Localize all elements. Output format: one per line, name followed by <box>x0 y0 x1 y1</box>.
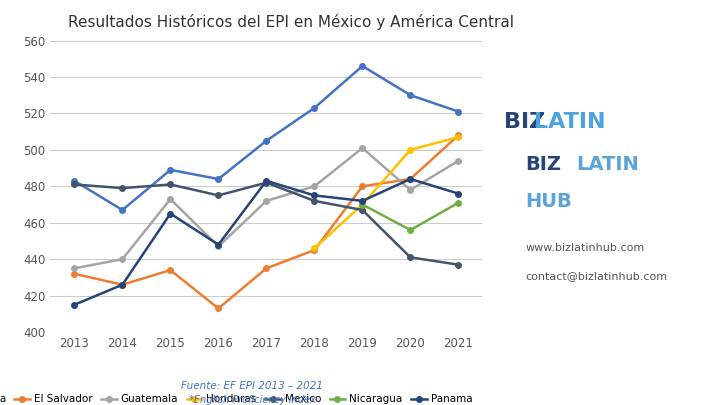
Nicaragua <box>454 200 463 205</box>
Costa Rica <box>118 208 127 213</box>
Panama <box>310 193 319 198</box>
Panama <box>70 303 78 307</box>
Text: *English Proficiency Index: *English Proficiency Index <box>189 395 315 405</box>
Honduras <box>310 246 319 251</box>
Line: El Salvador: El Salvador <box>71 132 462 311</box>
El Salvador <box>454 133 463 138</box>
Legend: Costa Rica, El Salvador, Guatemala, Honduras, Mexico, Nicaragua, Panama: Costa Rica, El Salvador, Guatemala, Hond… <box>0 390 477 405</box>
Panama <box>406 177 415 181</box>
Line: Costa Rica: Costa Rica <box>71 63 462 213</box>
Panama <box>166 211 175 216</box>
Costa Rica <box>454 109 463 114</box>
Line: Nicaragua: Nicaragua <box>359 200 462 233</box>
Mexico <box>406 255 415 260</box>
Mexico <box>118 186 127 191</box>
Text: LATIN: LATIN <box>534 112 606 132</box>
Line: Mexico: Mexico <box>71 180 462 267</box>
El Salvador <box>310 247 319 253</box>
Honduras <box>358 202 366 207</box>
Line: Guatemala: Guatemala <box>71 145 462 271</box>
El Salvador <box>214 306 222 311</box>
Guatemala <box>262 198 271 203</box>
Mexico <box>454 262 463 267</box>
Text: HUB: HUB <box>526 192 572 211</box>
Mexico <box>214 193 222 198</box>
Costa Rica <box>262 139 271 143</box>
Text: www.bizlatinhub.com: www.bizlatinhub.com <box>526 243 645 253</box>
Costa Rica <box>310 106 319 111</box>
Text: BIZ: BIZ <box>526 155 562 174</box>
Honduras <box>406 147 415 152</box>
El Salvador <box>70 271 78 276</box>
Guatemala <box>406 188 415 192</box>
El Salvador <box>406 177 415 181</box>
Guatemala <box>358 146 366 151</box>
Panama <box>358 198 366 203</box>
Line: Honduras: Honduras <box>312 134 462 251</box>
El Salvador <box>358 184 366 189</box>
Guatemala <box>214 244 222 249</box>
Nicaragua <box>406 228 415 232</box>
Costa Rica <box>358 64 366 68</box>
El Salvador <box>166 268 175 273</box>
Costa Rica <box>166 168 175 173</box>
Line: Panama: Panama <box>71 176 462 307</box>
Guatemala <box>310 184 319 189</box>
Mexico <box>310 198 319 203</box>
Costa Rica <box>406 93 415 98</box>
Text: contact@bizlatinhub.com: contact@bizlatinhub.com <box>526 271 667 281</box>
Panama <box>262 178 271 183</box>
Panama <box>214 242 222 247</box>
Costa Rica <box>214 177 222 181</box>
Mexico <box>166 182 175 187</box>
Costa Rica <box>70 178 78 183</box>
Guatemala <box>118 257 127 262</box>
Honduras <box>454 134 463 139</box>
Mexico <box>358 208 366 213</box>
Panama <box>118 282 127 287</box>
Mexico <box>262 180 271 185</box>
Text: Resultados Históricos del EPI en México y América Central: Resultados Históricos del EPI en México … <box>68 14 513 30</box>
Guatemala <box>70 266 78 271</box>
Guatemala <box>454 158 463 163</box>
Text: BIZ: BIZ <box>504 112 545 132</box>
Text: LATIN: LATIN <box>576 155 639 174</box>
El Salvador <box>262 266 271 271</box>
Mexico <box>70 182 78 187</box>
Guatemala <box>166 197 175 202</box>
El Salvador <box>118 282 127 287</box>
Text: Fuente: EF EPI 2013 – 2021: Fuente: EF EPI 2013 – 2021 <box>181 381 323 391</box>
Nicaragua <box>358 202 366 207</box>
Panama <box>454 191 463 196</box>
